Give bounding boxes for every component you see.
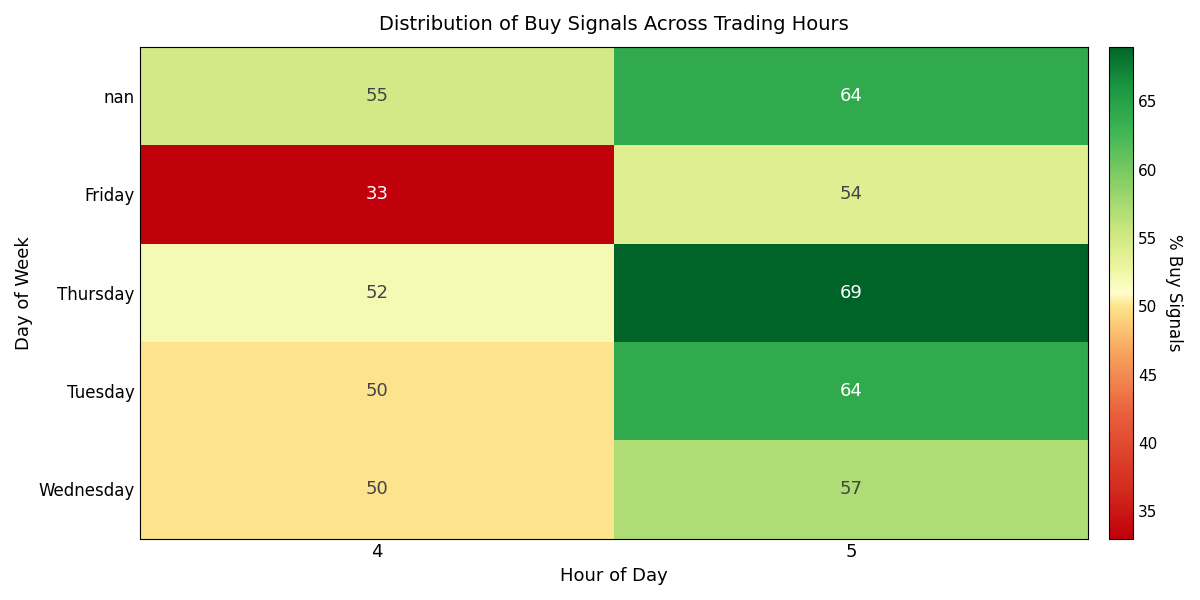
Title: Distribution of Buy Signals Across Trading Hours: Distribution of Buy Signals Across Tradi… — [379, 15, 848, 34]
Text: 57: 57 — [840, 481, 863, 499]
Text: 33: 33 — [365, 185, 389, 203]
Text: 55: 55 — [365, 87, 389, 105]
Text: 50: 50 — [366, 481, 389, 499]
Y-axis label: Day of Week: Day of Week — [14, 236, 32, 349]
Text: 69: 69 — [840, 284, 863, 302]
Text: 50: 50 — [366, 382, 389, 400]
Text: 52: 52 — [365, 284, 389, 302]
X-axis label: Hour of Day: Hour of Day — [560, 567, 668, 585]
Text: 54: 54 — [840, 185, 863, 203]
Text: 64: 64 — [840, 382, 863, 400]
Y-axis label: % Buy Signals: % Buy Signals — [1164, 234, 1182, 352]
Text: 64: 64 — [840, 87, 863, 105]
